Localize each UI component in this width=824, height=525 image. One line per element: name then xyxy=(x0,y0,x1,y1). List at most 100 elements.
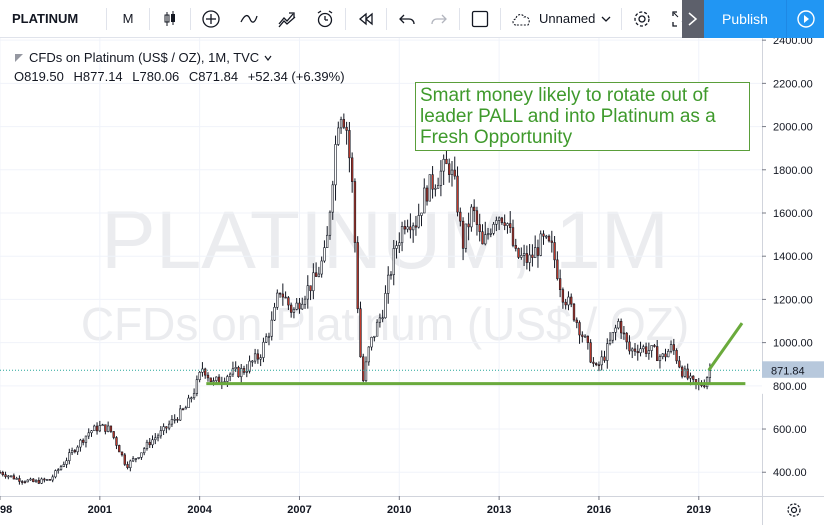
candle-up xyxy=(608,339,612,344)
candle-up xyxy=(669,344,673,352)
candle-up xyxy=(262,341,265,358)
candle-down xyxy=(126,464,129,469)
candle-up xyxy=(484,234,487,245)
price-chart[interactable]: PLATINUM, 1M CFDs on Platinum (US$ / OZ)… xyxy=(0,38,824,525)
toolbar-divider xyxy=(190,7,191,30)
legend-open: O819.50 xyxy=(14,69,64,84)
candle-up xyxy=(90,430,93,434)
toolbar-divider xyxy=(621,7,623,30)
candle-down xyxy=(289,304,293,313)
candle-up xyxy=(600,356,603,366)
candle-down xyxy=(95,425,99,432)
candle-down xyxy=(459,211,462,222)
candle-up xyxy=(54,470,57,478)
candle-up xyxy=(464,223,468,249)
candle-down xyxy=(4,474,7,477)
interval-button[interactable]: M xyxy=(122,11,134,26)
candle-up xyxy=(87,432,90,437)
annotation-text-box[interactable]: Smart money likely to rotate out of lead… xyxy=(415,82,750,151)
symbol-search[interactable]: PLATINUM xyxy=(12,11,79,26)
time-axis[interactable]: 1998 2001 2004 2007 2010 2013 2016 2019 xyxy=(0,496,824,525)
last-price-badge xyxy=(762,361,824,380)
alert-icon[interactable] xyxy=(309,4,341,34)
replay-icon[interactable] xyxy=(350,4,382,34)
candle-down xyxy=(43,478,46,481)
candle-up xyxy=(9,475,13,478)
price-tick-label: 600.00 xyxy=(773,424,807,436)
publish-button[interactable]: Publish xyxy=(704,0,786,38)
candle-down xyxy=(680,366,684,377)
candle-up xyxy=(129,460,132,469)
layout-icon[interactable] xyxy=(464,4,496,34)
axis-settings-icon xyxy=(787,503,801,517)
watermark-symbol: PLATINUM, 1M xyxy=(101,195,669,286)
candle-up xyxy=(420,212,423,216)
candle-up xyxy=(317,273,321,277)
candle-up xyxy=(370,336,373,348)
candle-up xyxy=(106,425,110,432)
candle-down xyxy=(547,235,551,242)
price-tick-label: 2000.00 xyxy=(773,122,813,134)
candle-down xyxy=(115,437,118,446)
candle-down xyxy=(209,377,212,383)
candle-up xyxy=(470,206,473,228)
time-tick-label: 2004 xyxy=(187,504,212,516)
indicators-icon[interactable] xyxy=(195,4,227,34)
chart-type-icon[interactable] xyxy=(271,4,303,34)
candle-up xyxy=(378,317,382,323)
candle-up xyxy=(267,335,271,338)
compare-icon[interactable] xyxy=(233,4,265,34)
price-tick-label: 1800.00 xyxy=(773,165,813,177)
candles-icon[interactable] xyxy=(154,4,186,34)
candle-up xyxy=(151,439,154,446)
candle-down xyxy=(342,119,346,128)
candle-up xyxy=(617,321,620,329)
candle-down xyxy=(467,223,470,228)
candle-down xyxy=(622,332,626,335)
candle-up xyxy=(240,368,243,378)
candle-up xyxy=(215,376,218,381)
candle-up xyxy=(59,466,63,470)
candle-down xyxy=(309,285,312,292)
candle-up xyxy=(642,346,645,350)
candle-up xyxy=(545,235,548,238)
candle-up xyxy=(689,375,692,379)
candle-up xyxy=(434,187,437,190)
candle-up xyxy=(253,353,257,362)
snapshot-icon[interactable] xyxy=(682,0,704,38)
candle-down xyxy=(456,175,459,213)
candle-up xyxy=(170,419,174,425)
settings-icon[interactable] xyxy=(626,4,658,34)
layout-name-menu[interactable]: Unnamed xyxy=(505,11,617,27)
chevron-down-icon xyxy=(601,15,611,23)
play-icon[interactable] xyxy=(786,0,824,38)
candle-up xyxy=(450,169,454,175)
candle-down xyxy=(237,367,240,378)
candle-down xyxy=(581,334,584,337)
candle-down xyxy=(1,471,4,475)
candle-down xyxy=(448,163,451,175)
candle-up xyxy=(187,397,190,409)
candle-down xyxy=(348,130,351,159)
undo-icon[interactable] xyxy=(391,4,423,34)
candle-up xyxy=(248,360,251,372)
hide-legend-icon[interactable] xyxy=(14,53,24,63)
candle-down xyxy=(351,157,354,182)
candle-up xyxy=(134,458,138,460)
candle-up xyxy=(392,248,395,275)
candle-up xyxy=(328,211,332,236)
redo-icon[interactable] xyxy=(423,4,455,34)
candle-up xyxy=(145,441,149,450)
candle-up xyxy=(57,469,60,471)
watermark: PLATINUM, 1M CFDs on Platinum (US$ / OZ) xyxy=(81,195,689,350)
candle-down xyxy=(625,332,628,343)
legend-title[interactable]: CFDs on Platinum (US$ / OZ), 1M, TVC xyxy=(29,50,260,65)
chevron-down-icon[interactable] xyxy=(264,55,272,61)
candle-up xyxy=(143,448,146,454)
candle-down xyxy=(425,187,429,202)
candle-down xyxy=(362,356,365,381)
candle-down xyxy=(403,226,407,230)
candle-up xyxy=(528,254,531,263)
candle-up xyxy=(534,247,537,258)
price-axis[interactable]: 400.00 600.00 800.00 1000.00 1200.00 1400.00 1… xyxy=(762,38,824,525)
